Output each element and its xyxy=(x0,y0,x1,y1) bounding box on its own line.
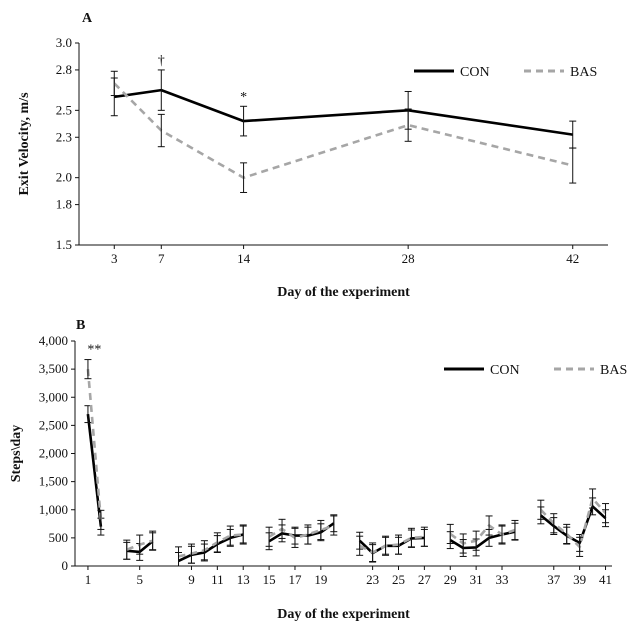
x-tick-label: 19 xyxy=(314,572,327,587)
x-tick-label: 33 xyxy=(496,572,509,587)
x-tick-label: 27 xyxy=(418,572,432,587)
series-line-con xyxy=(358,536,425,555)
series-line-bas xyxy=(449,524,516,545)
x-tick-label: 17 xyxy=(288,572,302,587)
x-tick-label: 3 xyxy=(111,251,118,266)
significance-marker: † xyxy=(158,54,165,69)
legend-label-con: CON xyxy=(490,363,520,378)
y-tick-label: 500 xyxy=(49,530,69,545)
x-tick-label: 41 xyxy=(599,572,612,587)
x-tick-label: 15 xyxy=(263,572,276,587)
x-axis-label: Day of the experiment xyxy=(277,285,410,300)
x-tick-label: 11 xyxy=(211,572,224,587)
legend-label-bas: BAS xyxy=(600,363,627,378)
y-tick-label: 1.5 xyxy=(56,237,72,252)
legend: CON BAS xyxy=(414,65,597,80)
x-tick-label: 39 xyxy=(573,572,586,587)
x-tick-label: 14 xyxy=(237,251,251,266)
series-line-con xyxy=(449,530,516,550)
y-axis-label: Steps\day xyxy=(9,425,24,483)
x-tick-label: 42 xyxy=(566,251,579,266)
y-tick-label: 1.8 xyxy=(56,197,72,212)
y-tick-label: 2.3 xyxy=(56,129,72,144)
series-line-bas xyxy=(359,535,425,554)
series-line-con xyxy=(86,413,103,527)
x-tick-label: 28 xyxy=(402,251,415,266)
x-tick-label: 7 xyxy=(158,251,165,266)
y-axis-label: Exit Velocity, m/s xyxy=(17,92,32,196)
series-line-con xyxy=(539,505,607,545)
series-bas xyxy=(84,359,610,567)
y-tick-label: 2,000 xyxy=(39,446,68,461)
y-tick-label: 0 xyxy=(62,558,69,573)
significance-marker: * xyxy=(240,90,247,105)
panel-a: 1.5 1.8 2.0 2.3 2.5 2.8 3.0 3 7 14 28 42 Day of the … xyxy=(17,11,608,300)
x-tick-label: 25 xyxy=(392,572,405,587)
y-tick-label: 2.0 xyxy=(56,170,72,185)
legend: CON BAS xyxy=(444,363,627,378)
y-tick-label: 2.8 xyxy=(56,62,72,77)
x-tick-label: 13 xyxy=(237,572,250,587)
series-line-bas xyxy=(268,524,335,540)
x-tick-label: 29 xyxy=(444,572,457,587)
series-line-con xyxy=(177,533,244,563)
panel-label: A xyxy=(82,11,93,26)
x-tick-label: 37 xyxy=(547,572,561,587)
panel-b: 0 500 1,000 1,500 2,000 2,500 3,000 3,500 4,000 1… xyxy=(9,318,627,622)
series-line-bas xyxy=(539,497,607,549)
series-con xyxy=(110,69,577,149)
y-tick-label: 1,500 xyxy=(39,474,68,489)
y-tick-label: 2.5 xyxy=(56,102,72,117)
y-tick-label: 2,500 xyxy=(39,417,68,432)
series-bas xyxy=(110,70,577,193)
series-con xyxy=(84,405,610,567)
significance-marker: ** xyxy=(87,342,101,357)
x-axis-label: Day of the experiment xyxy=(277,607,410,622)
x-tick-label: 31 xyxy=(470,572,483,587)
legend-label-con: CON xyxy=(460,65,490,80)
legend-label-bas: BAS xyxy=(570,65,597,80)
series-line-bas xyxy=(86,368,103,521)
x-tick-label: 5 xyxy=(136,572,143,587)
x-tick-label: 1 xyxy=(85,572,92,587)
y-tick-label: 3.0 xyxy=(56,35,72,50)
series-line-con xyxy=(114,88,573,136)
panel-label: B xyxy=(76,318,85,333)
x-tick-label: 23 xyxy=(366,572,379,587)
y-tick-label: 4,000 xyxy=(39,333,68,348)
y-tick-label: 1,000 xyxy=(39,502,68,517)
y-tick-label: 3,000 xyxy=(39,389,68,404)
y-tick-label: 3,500 xyxy=(39,361,68,376)
x-tick-label: 9 xyxy=(188,572,195,587)
